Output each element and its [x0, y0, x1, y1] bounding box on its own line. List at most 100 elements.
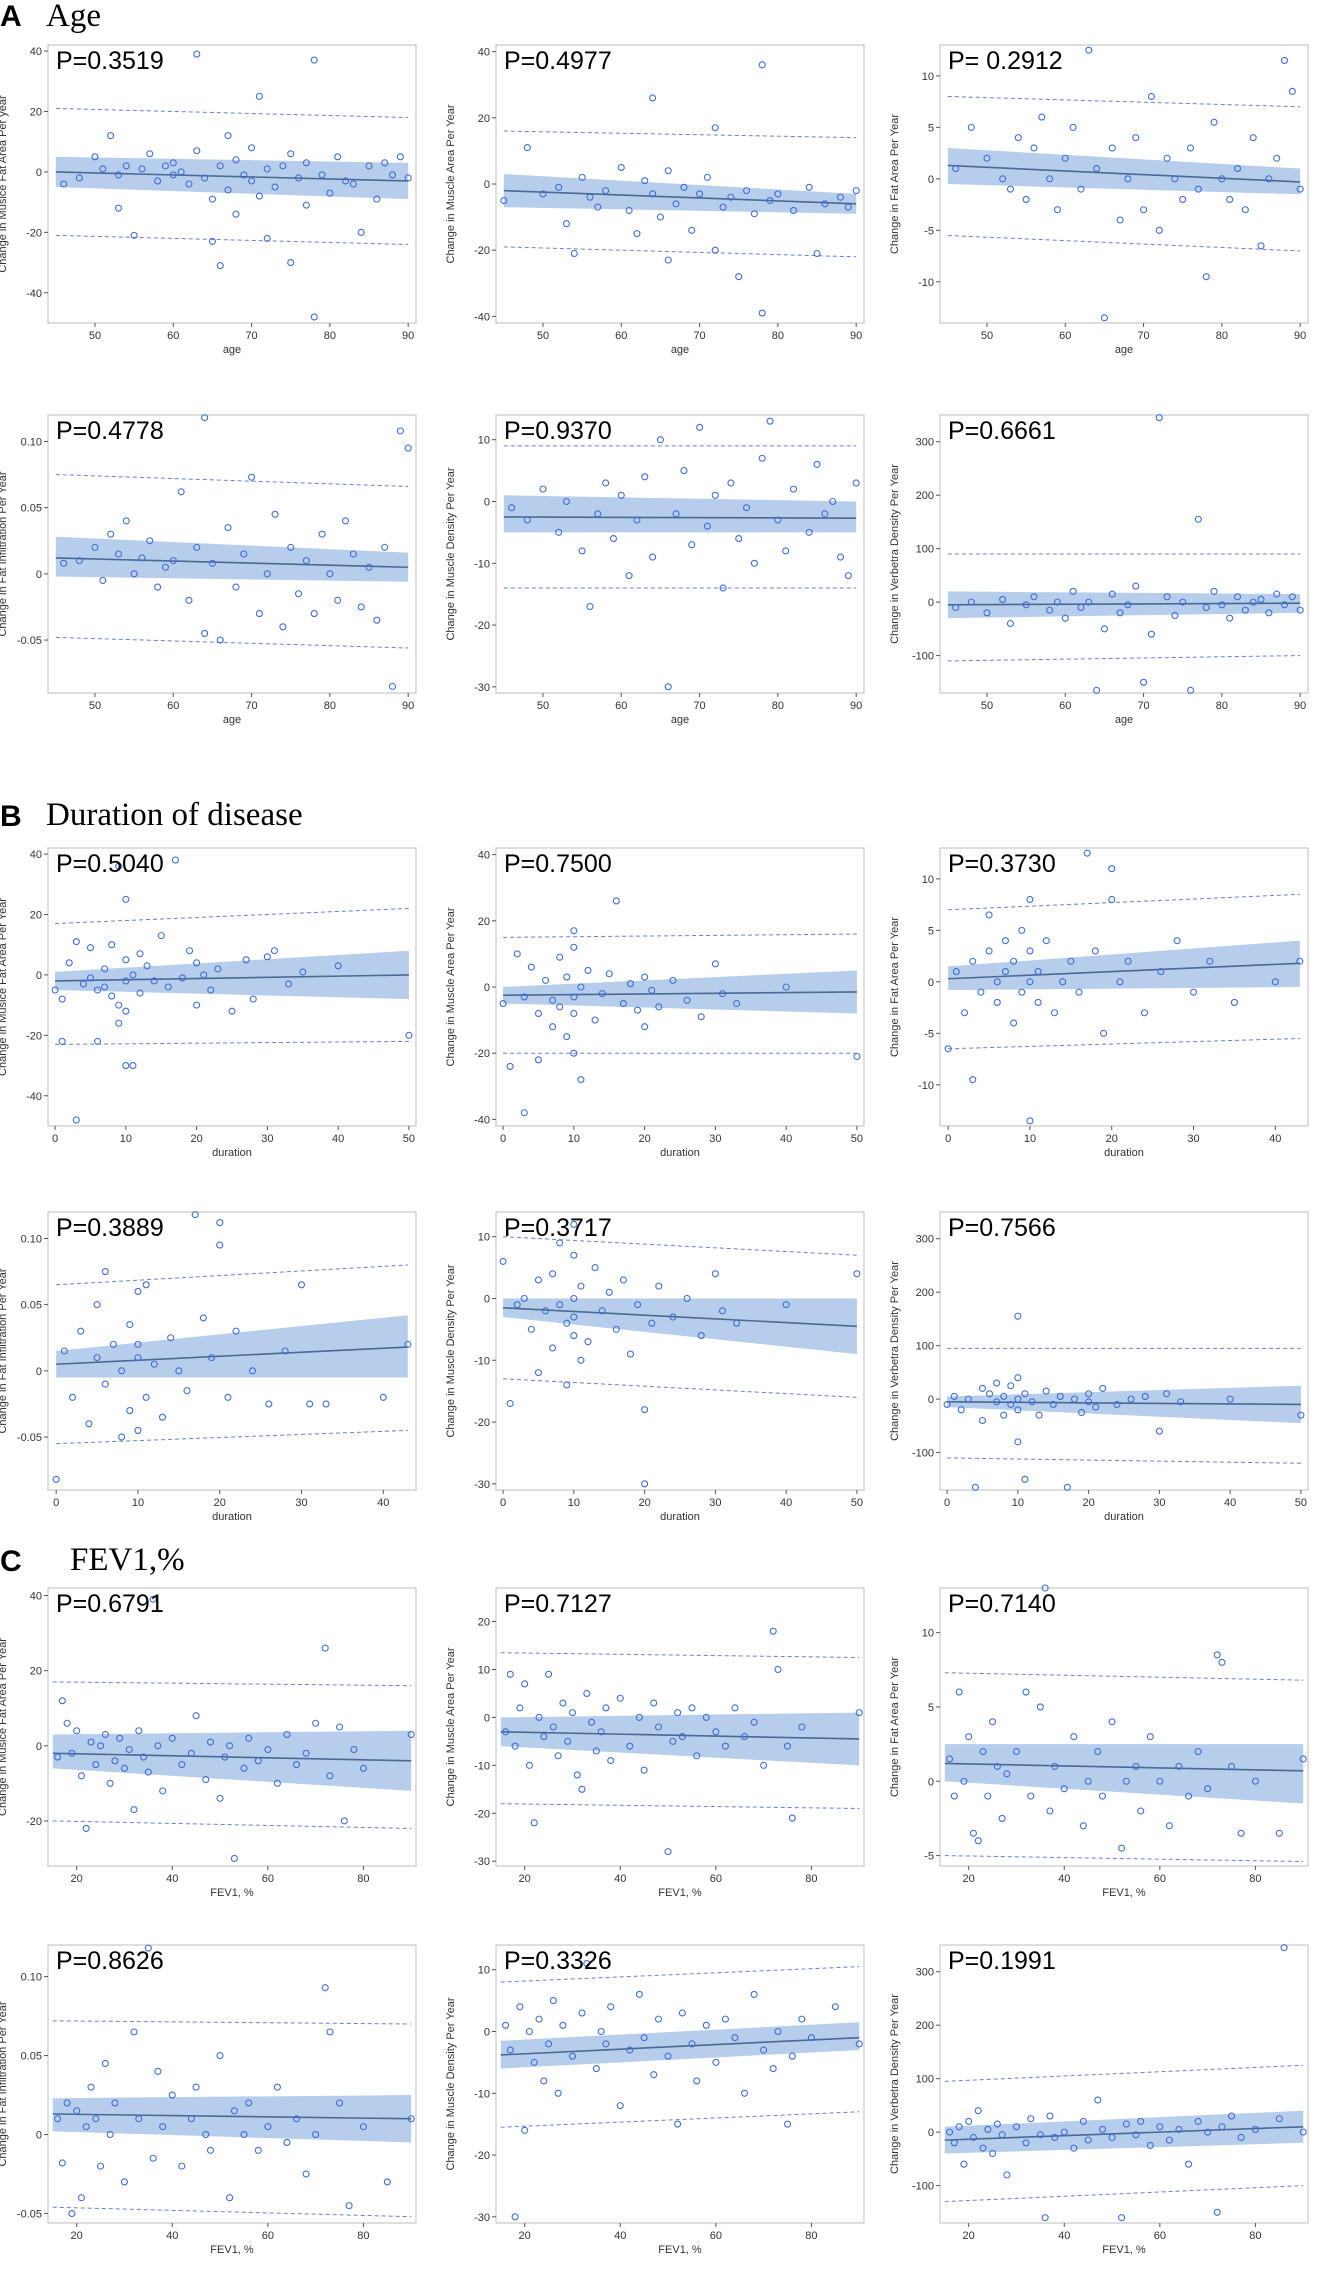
data-point: [540, 1733, 548, 1741]
x-tick-label: 80: [357, 1873, 369, 1885]
data-point: [1085, 1398, 1093, 1406]
data-point: [984, 2125, 992, 2133]
y-tick-label: -30: [474, 2212, 490, 2224]
data-point: [183, 1387, 191, 1395]
data-point: [101, 1380, 109, 1388]
data-point: [805, 528, 813, 536]
data-point: [404, 444, 412, 452]
data-point: [1296, 957, 1304, 965]
data-point: [122, 895, 130, 903]
y-tick-label: 20: [30, 106, 42, 118]
data-point: [1028, 1398, 1036, 1406]
data-point: [964, 1395, 972, 1403]
data-point: [130, 231, 138, 239]
data-point: [1227, 1762, 1236, 1770]
data-point: [693, 2077, 701, 2085]
data-point: [559, 2021, 567, 2029]
data-point: [73, 1727, 81, 1735]
data-point: [157, 932, 165, 940]
data-point: [633, 1006, 642, 1014]
scatter-plot: 50 60 70 80 90 -30 -20 -10 0 10 age Change in Muscl…: [445, 414, 865, 726]
x-axis-label: duration: [212, 1147, 252, 1159]
data-point: [983, 609, 991, 617]
data-point: [1124, 957, 1132, 965]
data-point: [1184, 1792, 1193, 1800]
x-tick-label: 40: [1058, 2230, 1070, 2242]
data-point: [82, 2123, 90, 2131]
data-point: [201, 174, 209, 182]
scatter-panel-13: 20 40 60 80 -20 0 20 40 FEV1, % Change in Musice …: [0, 1587, 417, 1906]
data-point: [206, 2146, 215, 2154]
y-tick-label: 0: [928, 174, 934, 186]
data-point: [1022, 2139, 1030, 2147]
data-point: [641, 473, 649, 481]
scatter-plot: 0 10 20 30 40 -0.05 0 0.05 0.10 duration Change in…: [0, 1211, 417, 1523]
data-point: [680, 183, 688, 191]
data-point: [521, 2126, 529, 2134]
data-point: [555, 528, 563, 536]
data-point: [1241, 606, 1249, 614]
data-point: [1257, 242, 1265, 250]
data-point: [114, 204, 123, 212]
data-point: [798, 1723, 806, 1731]
data-point: [365, 162, 373, 170]
data-point: [696, 423, 704, 431]
data-point: [1155, 226, 1163, 234]
y-tick-label: 300: [916, 1234, 934, 1246]
regression-line: [503, 991, 857, 997]
data-point: [993, 998, 1001, 1006]
data-point: [978, 1384, 987, 1392]
regression-line: [503, 189, 857, 205]
data-point: [1053, 206, 1061, 214]
data-point: [134, 1287, 142, 1295]
data-point: [240, 2130, 248, 2139]
data-point: [844, 203, 852, 211]
data-point: [77, 1772, 86, 1780]
data-point: [396, 153, 404, 161]
data-point: [92, 2115, 100, 2123]
data-point: [1098, 1792, 1107, 1800]
data-point: [577, 1076, 585, 1084]
y-tick-label: -100: [912, 2181, 934, 2193]
data-point: [302, 2170, 310, 2178]
data-point: [711, 124, 719, 132]
x-tick-label: 30: [261, 1133, 273, 1145]
y-axis-label: Change in Fat Infiltration Per Year: [0, 2001, 9, 2166]
data-point: [993, 1398, 1001, 1406]
prediction-lower-line: [947, 1457, 1301, 1464]
data-point: [545, 1670, 553, 1678]
data-point: [279, 623, 287, 631]
data-point: [1042, 1387, 1050, 1395]
data-point: [1156, 1777, 1164, 1785]
x-tick-label: 60: [710, 1873, 722, 1885]
data-point: [598, 1307, 606, 1315]
data-point: [302, 1749, 310, 1757]
data-point: [525, 1761, 534, 1769]
scatter-plot: 0 10 20 30 40 50 -100 0 100 200 300 duration Change …: [889, 1211, 1309, 1523]
data-point: [115, 862, 123, 870]
y-tick-label: 0: [928, 597, 934, 609]
data-point: [326, 570, 334, 578]
data-point: [993, 2120, 1001, 2128]
data-point: [86, 944, 95, 952]
y-tick-label: 100: [916, 1341, 934, 1353]
data-point: [969, 2133, 978, 2142]
plot-frame: [495, 1211, 865, 1491]
data-point: [101, 983, 109, 991]
data-point: [1237, 2133, 1245, 2142]
x-tick-label: 80: [805, 1873, 817, 1885]
data-point: [750, 210, 758, 218]
y-tick-label: 200: [916, 2020, 934, 2032]
x-axis-label: age: [1115, 344, 1133, 356]
data-point: [697, 1013, 705, 1021]
data-point: [586, 193, 594, 201]
data-point: [106, 1779, 114, 1787]
data-point: [201, 414, 209, 422]
data-point: [1027, 1792, 1035, 1800]
data-point: [807, 2034, 815, 2042]
data-point: [1296, 606, 1304, 614]
data-point: [216, 1219, 224, 1227]
data-point: [1173, 937, 1181, 945]
data-point: [310, 610, 318, 618]
data-point: [594, 203, 602, 211]
